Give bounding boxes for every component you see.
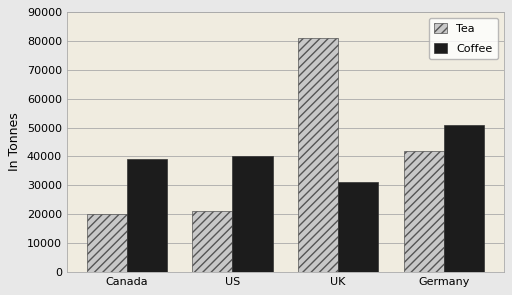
- Legend: Tea, Coffee: Tea, Coffee: [429, 18, 498, 60]
- Bar: [403, 151, 444, 272]
- Bar: [444, 125, 484, 272]
- Bar: [338, 182, 378, 272]
- Bar: [193, 211, 232, 272]
- Y-axis label: In Tonnes: In Tonnes: [8, 113, 22, 171]
- Bar: [127, 159, 167, 272]
- Bar: [87, 214, 127, 272]
- Bar: [232, 156, 272, 272]
- Bar: [298, 38, 338, 272]
